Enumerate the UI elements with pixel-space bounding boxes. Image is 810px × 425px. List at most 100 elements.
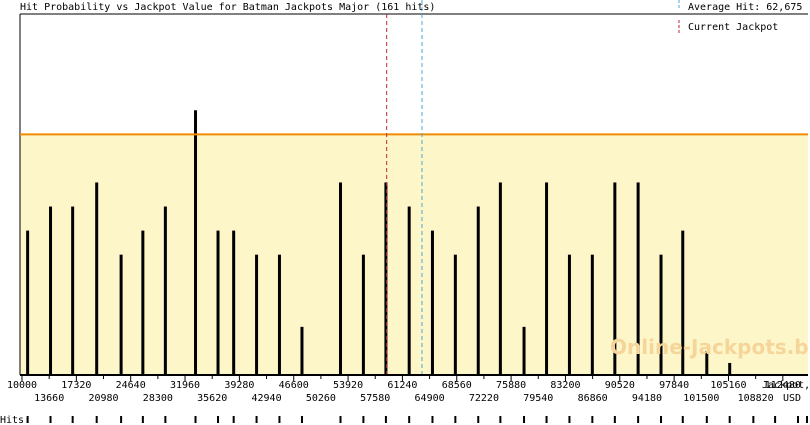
threshold-region [20, 134, 808, 375]
hit-mark [255, 416, 258, 423]
hit-mark [49, 416, 52, 423]
bar [430, 230, 434, 375]
hit-mark [26, 416, 29, 423]
x-tick-label: 86860 [578, 393, 608, 404]
x-tick-label: 31960 [170, 380, 200, 391]
hit-mark [637, 416, 640, 423]
x-tick-label: 90520 [605, 380, 635, 391]
x-tick-label: 46600 [279, 380, 309, 391]
x-axis-label: Jackpot, [762, 380, 810, 391]
x-tick-label: 83200 [550, 380, 580, 391]
x-tick-label: 17320 [61, 380, 91, 391]
hit-mark [796, 416, 799, 423]
bar [339, 182, 343, 375]
hit-mark [705, 416, 708, 423]
hit-mark [613, 416, 616, 423]
bar [71, 206, 75, 375]
x-tick-label: 13660 [34, 393, 64, 404]
bar [659, 254, 663, 375]
x-tick-label: 57580 [360, 393, 390, 404]
hit-mark [164, 416, 167, 423]
hit-mark [568, 416, 571, 423]
hit-mark [408, 416, 411, 423]
x-tick-label: 97840 [659, 380, 689, 391]
bar [141, 230, 145, 375]
bar [453, 254, 457, 375]
hit-mark [774, 416, 777, 423]
hits-label: Hits: [0, 415, 30, 425]
hit-mark [141, 416, 144, 423]
bar [26, 230, 30, 375]
bar [728, 362, 732, 375]
bar [476, 206, 480, 375]
hit-mark [384, 416, 387, 423]
hit-mark [194, 416, 197, 423]
bar [522, 326, 526, 375]
x-tick-label: 61240 [387, 380, 417, 391]
hit-mark [362, 416, 365, 423]
hit-mark [431, 416, 434, 423]
bar [705, 350, 709, 375]
bar [95, 182, 99, 375]
current-jackpot-label: Current Jackpot [688, 22, 778, 33]
hit-mark [339, 416, 342, 423]
hit-mark [499, 416, 502, 423]
hit-mark [278, 416, 281, 423]
average-hit-label: Average Hit: 62,675 [688, 2, 802, 13]
bar [498, 182, 502, 375]
bar [232, 230, 236, 375]
hit-mark [728, 416, 731, 423]
x-tick-label: 64900 [415, 393, 445, 404]
x-tick-label: 28300 [143, 393, 173, 404]
hit-mark [681, 416, 684, 423]
bar [194, 110, 198, 376]
bar [49, 206, 53, 375]
x-tick-label: 20980 [88, 393, 118, 404]
x-tick-label: 108820 [738, 393, 774, 404]
bar [361, 254, 365, 375]
chart-title: Hit Probability vs Jackpot Value for Bat… [20, 2, 435, 13]
hit-mark [300, 416, 303, 423]
bar [216, 230, 220, 375]
hit-mark [591, 416, 594, 423]
x-tick-label: 39280 [224, 380, 254, 391]
x-tick-label: 68560 [442, 380, 472, 391]
hit-mark [232, 416, 235, 423]
bar [545, 182, 549, 375]
bar [300, 326, 304, 375]
bar [407, 206, 411, 375]
x-axis-unit: USD [783, 393, 801, 404]
hit-mark [120, 416, 123, 423]
hit-mark [806, 416, 808, 423]
bar [681, 230, 685, 375]
hit-mark [523, 416, 526, 423]
x-tick-label: 79540 [523, 393, 553, 404]
x-tick-label: 53920 [333, 380, 363, 391]
x-tick-label: 75880 [496, 380, 526, 391]
bar [567, 254, 571, 375]
x-tick-label: 35620 [197, 393, 227, 404]
bar [590, 254, 594, 375]
x-tick-label: 50260 [306, 393, 336, 404]
bar [119, 254, 123, 375]
hit-mark [545, 416, 548, 423]
bar [613, 182, 617, 375]
bar [384, 182, 388, 375]
hit-mark [477, 416, 480, 423]
x-tick-label: 10000 [7, 380, 37, 391]
hit-mark [752, 416, 755, 423]
watermark: Online-Jackpots.biz [610, 335, 810, 359]
x-tick-label: 42940 [251, 393, 281, 404]
bar [277, 254, 281, 375]
x-tick-label: 72220 [469, 393, 499, 404]
x-tick-label: 101500 [683, 393, 719, 404]
hit-mark [660, 416, 663, 423]
bar [255, 254, 259, 375]
bar [636, 182, 640, 375]
hit-mark [95, 416, 98, 423]
x-tick-label: 112480 [765, 380, 801, 391]
x-tick-label: 105160 [710, 380, 746, 391]
x-tick-label: 94180 [632, 393, 662, 404]
